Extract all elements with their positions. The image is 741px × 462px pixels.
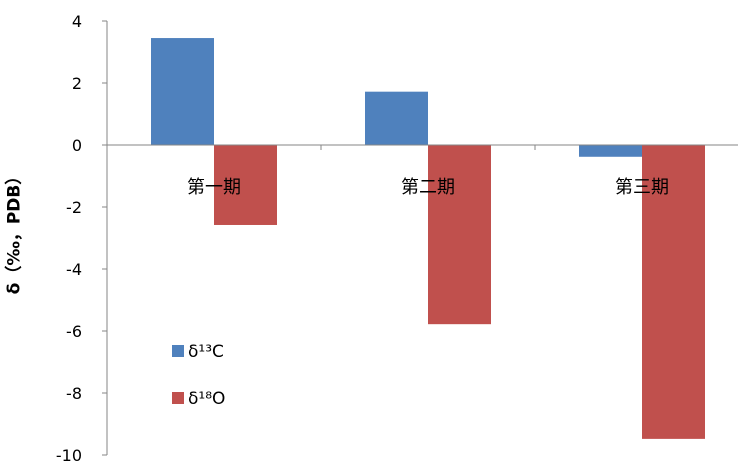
y-tick-label: 0	[72, 136, 82, 155]
x-labels-group: 第一期 第二期 第三期	[187, 177, 669, 198]
legend-label-d18o: δ¹⁸O	[188, 389, 225, 409]
y-tick-label: -6	[66, 322, 82, 341]
y-tick-label: -2	[66, 198, 82, 217]
bar-d13c-2	[365, 91, 428, 145]
bar-d18o-1	[214, 145, 277, 225]
legend-label-d13c: δ¹³C	[188, 342, 224, 362]
y-tick-label: 2	[72, 74, 82, 93]
bar-d18o-3	[642, 145, 705, 439]
bar-d13c-3	[579, 145, 642, 157]
x-category-label: 第二期	[401, 177, 455, 198]
y-tick-label: -4	[66, 260, 82, 279]
y-tick-label: 4	[72, 12, 82, 31]
bar-d18o-2	[428, 145, 491, 325]
bar-d13c-1	[151, 38, 214, 145]
y-ticks-group: 4 2 0 -2 -4 -6 -8 -10	[56, 12, 107, 462]
bars-group	[151, 38, 705, 439]
y-tick-label: -10	[56, 446, 82, 462]
legend-swatch-d18o	[172, 392, 184, 404]
axes-group	[106, 21, 738, 455]
legend-group: δ¹³C δ¹⁸O	[172, 342, 225, 409]
x-category-label: 第三期	[615, 177, 669, 198]
x-category-label: 第一期	[187, 177, 241, 198]
y-tick-label: -8	[66, 384, 82, 403]
y-axis-label: δ（‰，PDB）	[4, 167, 25, 295]
legend-swatch-d13c	[172, 345, 184, 357]
